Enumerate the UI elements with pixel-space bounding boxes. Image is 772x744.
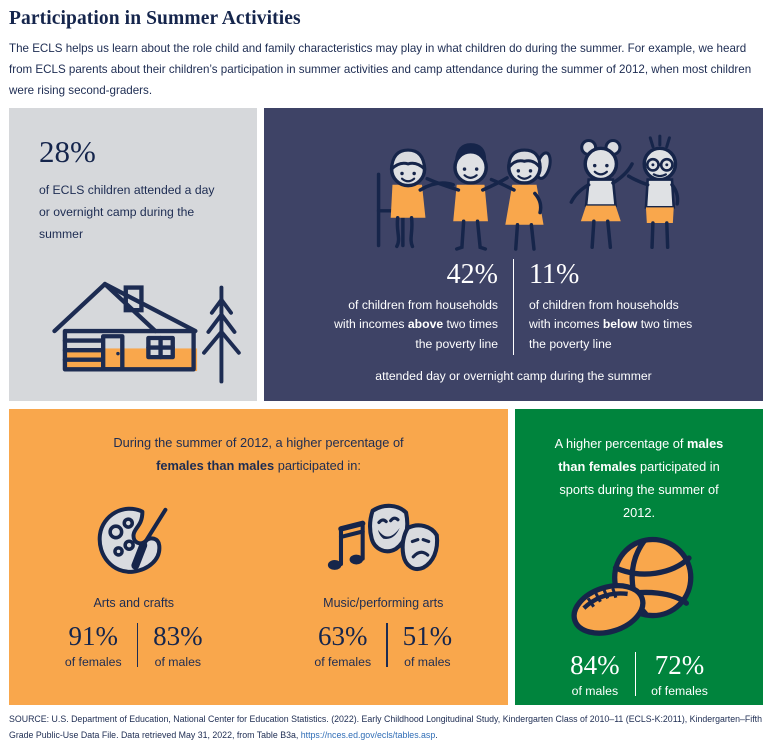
text-part: During the summer of 2012, a higher perc… (113, 435, 404, 451)
text-part-bold: females than males (156, 457, 275, 473)
activities-row: Arts and crafts 91% of females 83% of ma… (9, 493, 508, 669)
top-panel-row: 28% of ECLS children attended a day or o… (9, 108, 763, 402)
text-part-bold: above (407, 317, 444, 332)
source-link[interactable]: https://nces.ed.gov/ecls/tables.asp (300, 729, 436, 740)
sports-balls-icon (566, 528, 712, 639)
bottom-panel-row: During the summer of 2012, a higher perc… (9, 409, 763, 706)
male-value: 83% (153, 621, 203, 652)
activity-arts-and-crafts: Arts and crafts 91% of females 83% of ma… (9, 493, 259, 669)
source-note: SOURCE: U.S. Department of Education, Na… (9, 712, 763, 743)
stat-divider (513, 258, 514, 355)
male-value: 84% (570, 650, 620, 680)
male-stat: 84% of males (555, 650, 635, 698)
activity-music-performing-arts: Music/performing arts 63% of females 51%… (259, 493, 509, 669)
sports-stats: 84% of males 72% of females (515, 650, 763, 698)
arts-crafts-palette-icon (9, 493, 259, 585)
female-stat: 72% of females (636, 650, 723, 698)
male-stat: 83% of males (138, 621, 218, 669)
below-poverty-stat: 11% of children from households with inc… (514, 259, 720, 355)
above-poverty-description: of children from households with incomes… (326, 296, 498, 355)
music-performing-arts-icon (259, 493, 509, 585)
children-illustration (323, 124, 705, 254)
above-poverty-stat: 42% of children from households with inc… (307, 259, 513, 355)
female-value: 72% (654, 650, 705, 680)
income-panel-footer: attended day or overnight camp during th… (375, 368, 652, 383)
text-part: of children from households with incomes (334, 297, 498, 332)
below-poverty-value: 11% (529, 258, 580, 290)
female-value: 63% (317, 621, 368, 652)
source-text: . (435, 729, 438, 740)
female-stat: 91% of females (50, 621, 137, 669)
above-poverty-value: 42% (446, 258, 498, 290)
text-part: two times the poverty line (529, 317, 693, 352)
male-label: of males (404, 655, 451, 670)
male-value: 51% (402, 621, 453, 652)
text-part: participated in: (274, 457, 361, 473)
stat-divider (634, 652, 637, 696)
male-label: of males (154, 655, 202, 670)
page-title: Participation in Summer Activities (9, 8, 301, 29)
male-sports-panel: A higher percentage of males than female… (515, 409, 763, 706)
music-arts-stats: 63% of females 51% of males (259, 621, 509, 669)
male-panel-heading: A higher percentage of males than female… (546, 432, 732, 524)
female-label: of females (64, 655, 122, 670)
text-part: A higher percentage of (554, 436, 688, 452)
text-part: of children from households with incomes (529, 297, 679, 332)
activity-label: Music/performing arts (323, 596, 444, 611)
activity-label: Arts and crafts (93, 596, 175, 611)
text-part: two times the poverty line (415, 317, 498, 352)
camp-cabin-icon (51, 258, 251, 397)
male-stat: 51% of males (388, 621, 468, 669)
male-label: of males (571, 684, 619, 698)
female-participation-panel: During the summer of 2012, a higher perc… (9, 409, 508, 706)
female-label: of females (314, 655, 372, 670)
intro-text: The ECLS helps us learn about the role c… (9, 42, 752, 98)
female-label: of females (651, 684, 708, 698)
camp-attendance-value: 28% (39, 134, 96, 170)
camp-attendance-description: of ECLS children attended a day or overn… (39, 183, 215, 242)
text-part: participated in sports during the summer… (559, 459, 720, 521)
arts-crafts-stats: 91% of females 83% of males (9, 621, 259, 669)
stat-divider (386, 623, 388, 668)
text-part-bold: below (602, 317, 638, 332)
female-panel-heading: During the summer of 2012, a higher perc… (111, 432, 407, 477)
camp-attendance-panel: 28% of ECLS children attended a day or o… (9, 108, 257, 402)
female-stat: 63% of females (299, 621, 386, 669)
female-value: 91% (68, 621, 118, 652)
text-part-bold: males than females (558, 436, 724, 475)
income-stats-row: 42% of children from households with inc… (264, 258, 763, 355)
camp-by-income-panel: 42% of children from households with inc… (264, 108, 763, 402)
below-poverty-description: of children from households with incomes… (529, 296, 701, 355)
stat-divider (136, 623, 139, 668)
